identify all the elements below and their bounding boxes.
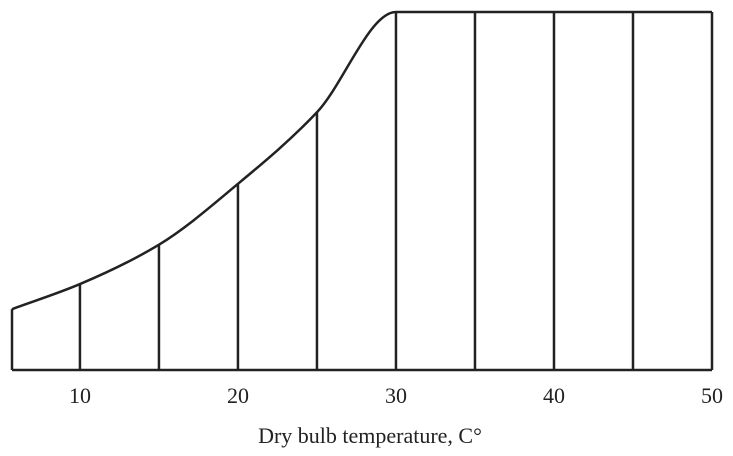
curve (11, 10, 712, 311)
x-tick-label: 40 (543, 383, 565, 408)
x-tick-label: 20 (227, 383, 249, 408)
x-tick-label: 10 (69, 383, 91, 408)
x-tick-label: 50 (701, 383, 723, 408)
x-tick-label: 30 (385, 383, 407, 408)
x-axis-title: Dry bulb temperature, C° (258, 423, 482, 448)
